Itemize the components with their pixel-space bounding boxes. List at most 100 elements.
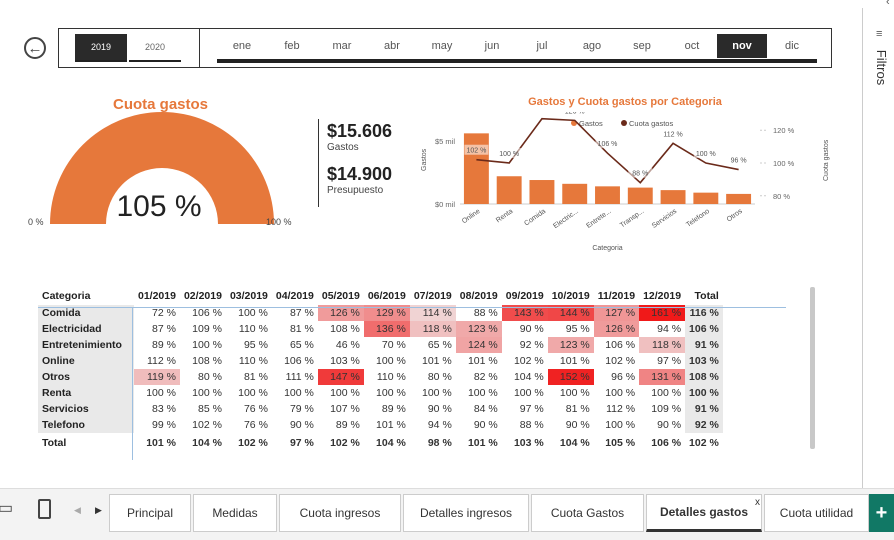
header-06-2019[interactable]: 06/2019 — [367, 289, 406, 302]
cuota-matrix: Categoria 01/2019 02/2019 03/2019 04/2019 05/… — [38, 286, 723, 453]
y-tick-label: $0 mil — [435, 200, 455, 209]
month-ago[interactable]: ago — [582, 40, 602, 52]
row-category: Otros — [38, 369, 134, 385]
month-jul[interactable]: jul — [536, 40, 548, 52]
month-jun[interactable]: jun — [484, 40, 500, 52]
table-cell: 65 % — [427, 339, 452, 351]
table-cell: 101 % — [146, 437, 176, 449]
gauge-value: 105 % — [116, 190, 202, 223]
header-09-2019[interactable]: 09/2019 — [505, 289, 544, 302]
table-cell: 89 % — [152, 339, 176, 351]
tab-cuota-gastos[interactable]: Cuota Gastos — [531, 494, 644, 532]
month-ene[interactable]: ene — [232, 40, 252, 52]
tab-scroll-left-icon[interactable]: ◀ — [74, 505, 81, 515]
row-total: 103 % — [685, 353, 723, 369]
header-07-2019[interactable]: 07/2019 — [413, 289, 452, 302]
table-cell: 90 % — [657, 419, 682, 431]
header-10-2019[interactable]: 10/2019 — [551, 289, 590, 302]
year-2019[interactable]: 2019 — [75, 34, 127, 60]
close-tab-icon[interactable]: x — [755, 497, 760, 508]
row-category: Telefono — [38, 417, 134, 433]
tab-detalles-gastos[interactable]: Detalles gastos — [646, 494, 762, 532]
table-cell: 80 % — [198, 371, 222, 383]
legend-swatch-Cuota gastos — [621, 120, 627, 126]
table-cell: 143 % — [501, 305, 548, 321]
date-slicer — [58, 28, 832, 68]
table-cell: 94 % — [657, 323, 682, 335]
month-dic[interactable]: dic — [784, 40, 800, 52]
table-row: Entretenimiento 89 % 100 % 95 % 65 % 46 % 70 %… — [38, 337, 723, 353]
table-cell: 90 % — [289, 419, 314, 431]
gauge-min-label: 0 % — [28, 217, 44, 227]
mobile-view-icon[interactable] — [38, 499, 51, 519]
table-cell: 97 % — [289, 437, 314, 449]
data-label-cuota: 100 % — [696, 151, 716, 158]
table-cell: 100 % — [146, 387, 176, 399]
data-label-bg — [497, 148, 522, 158]
data-label-bg — [661, 128, 686, 139]
tab-principal[interactable]: Principal — [109, 494, 191, 532]
header-Total[interactable]: Total — [694, 289, 719, 302]
bar-gastos[interactable] — [660, 190, 686, 204]
header-08-2019[interactable]: 08/2019 — [459, 289, 498, 302]
table-cell: 104 % — [376, 437, 406, 449]
bar-gastos[interactable] — [496, 176, 522, 204]
table-row: Telefono 99 % 102 % 76 % 90 % 89 % 101 % 94 % 90… — [38, 417, 723, 433]
bar-gastos[interactable] — [562, 183, 588, 204]
table-cell: 90 % — [473, 419, 498, 431]
y2-axis-title: Cuota gastos — [823, 139, 830, 181]
header-01-2019[interactable]: 01/2019 — [138, 289, 176, 302]
table-cell: 123 % — [547, 337, 594, 353]
month-underline — [467, 59, 517, 63]
month-sep[interactable]: sep — [633, 40, 651, 52]
month-mar[interactable]: mar — [332, 40, 352, 52]
header-03-2019[interactable]: 03/2019 — [229, 289, 268, 302]
header-categoria[interactable]: Categoria — [42, 289, 91, 302]
table-cell: 147 % — [317, 369, 364, 385]
data-label-bg — [529, 112, 554, 114]
table-cell: 80 % — [427, 371, 452, 383]
row-total: 92 % — [685, 417, 723, 433]
month-abr[interactable]: abr — [384, 40, 400, 52]
table-cell: 101 % — [559, 355, 590, 367]
tab-medidas[interactable]: Medidas — [193, 494, 277, 532]
table-cell: 46 % — [335, 339, 360, 351]
month-underline — [767, 59, 817, 63]
header-04-2019[interactable]: 04/2019 — [275, 289, 314, 302]
table-cell: 95 % — [243, 339, 268, 351]
kpi-presupuesto-value: $14.900 — [327, 164, 393, 184]
bar-gastos[interactable] — [463, 133, 489, 204]
data-label-bg — [628, 167, 653, 178]
tab-cuota-ingresos[interactable]: Cuota ingresos — [279, 494, 401, 532]
desktop-view-icon[interactable]: ▭ — [0, 500, 14, 517]
chevron-icon[interactable]: ‹ — [886, 0, 890, 8]
header-05-2019[interactable]: 05/2019 — [321, 289, 360, 302]
bar-gastos[interactable] — [627, 187, 653, 204]
bar-gastos[interactable] — [595, 186, 620, 204]
x-tick-label: Comida — [523, 208, 547, 228]
month-may[interactable]: may — [431, 40, 453, 52]
month-oct[interactable]: oct — [684, 40, 700, 52]
table-cell: 83 % — [152, 403, 176, 415]
bar-gastos[interactable] — [726, 193, 752, 204]
month-feb[interactable]: feb — [284, 40, 300, 52]
filters-pane[interactable]: ‹ ≡ Filtros — [862, 0, 894, 538]
tab-cuota-utilidad[interactable]: Cuota utilidad — [764, 494, 869, 532]
year-2020[interactable]: 2020 — [144, 42, 166, 52]
header-11-2019[interactable]: 11/2019 — [597, 289, 636, 302]
header-12-2019[interactable]: 12/2019 — [643, 289, 682, 302]
bar-gastos[interactable] — [693, 192, 719, 204]
back-button[interactable]: ← — [24, 37, 46, 59]
add-page-button[interactable]: + — [869, 494, 894, 532]
matrix-scrollbar[interactable] — [810, 287, 815, 449]
table-cell: 100 % — [422, 387, 452, 399]
header-02-2019[interactable]: 02/2019 — [183, 289, 222, 302]
bar-gastos[interactable] — [529, 180, 555, 204]
table-cell: 118 % — [639, 337, 686, 353]
table-row: Online 112 % 108 % 110 % 106 % 103 % 100 % 101 … — [38, 353, 723, 369]
month-nov[interactable]: nov — [717, 34, 767, 58]
table-cell: 65 % — [289, 339, 314, 351]
x-tick-label: Transp... — [619, 208, 645, 229]
tab-detalles-ingresos[interactable]: Detalles ingresos — [403, 494, 529, 532]
tab-scroll-right-icon[interactable]: ▶ — [95, 505, 102, 515]
